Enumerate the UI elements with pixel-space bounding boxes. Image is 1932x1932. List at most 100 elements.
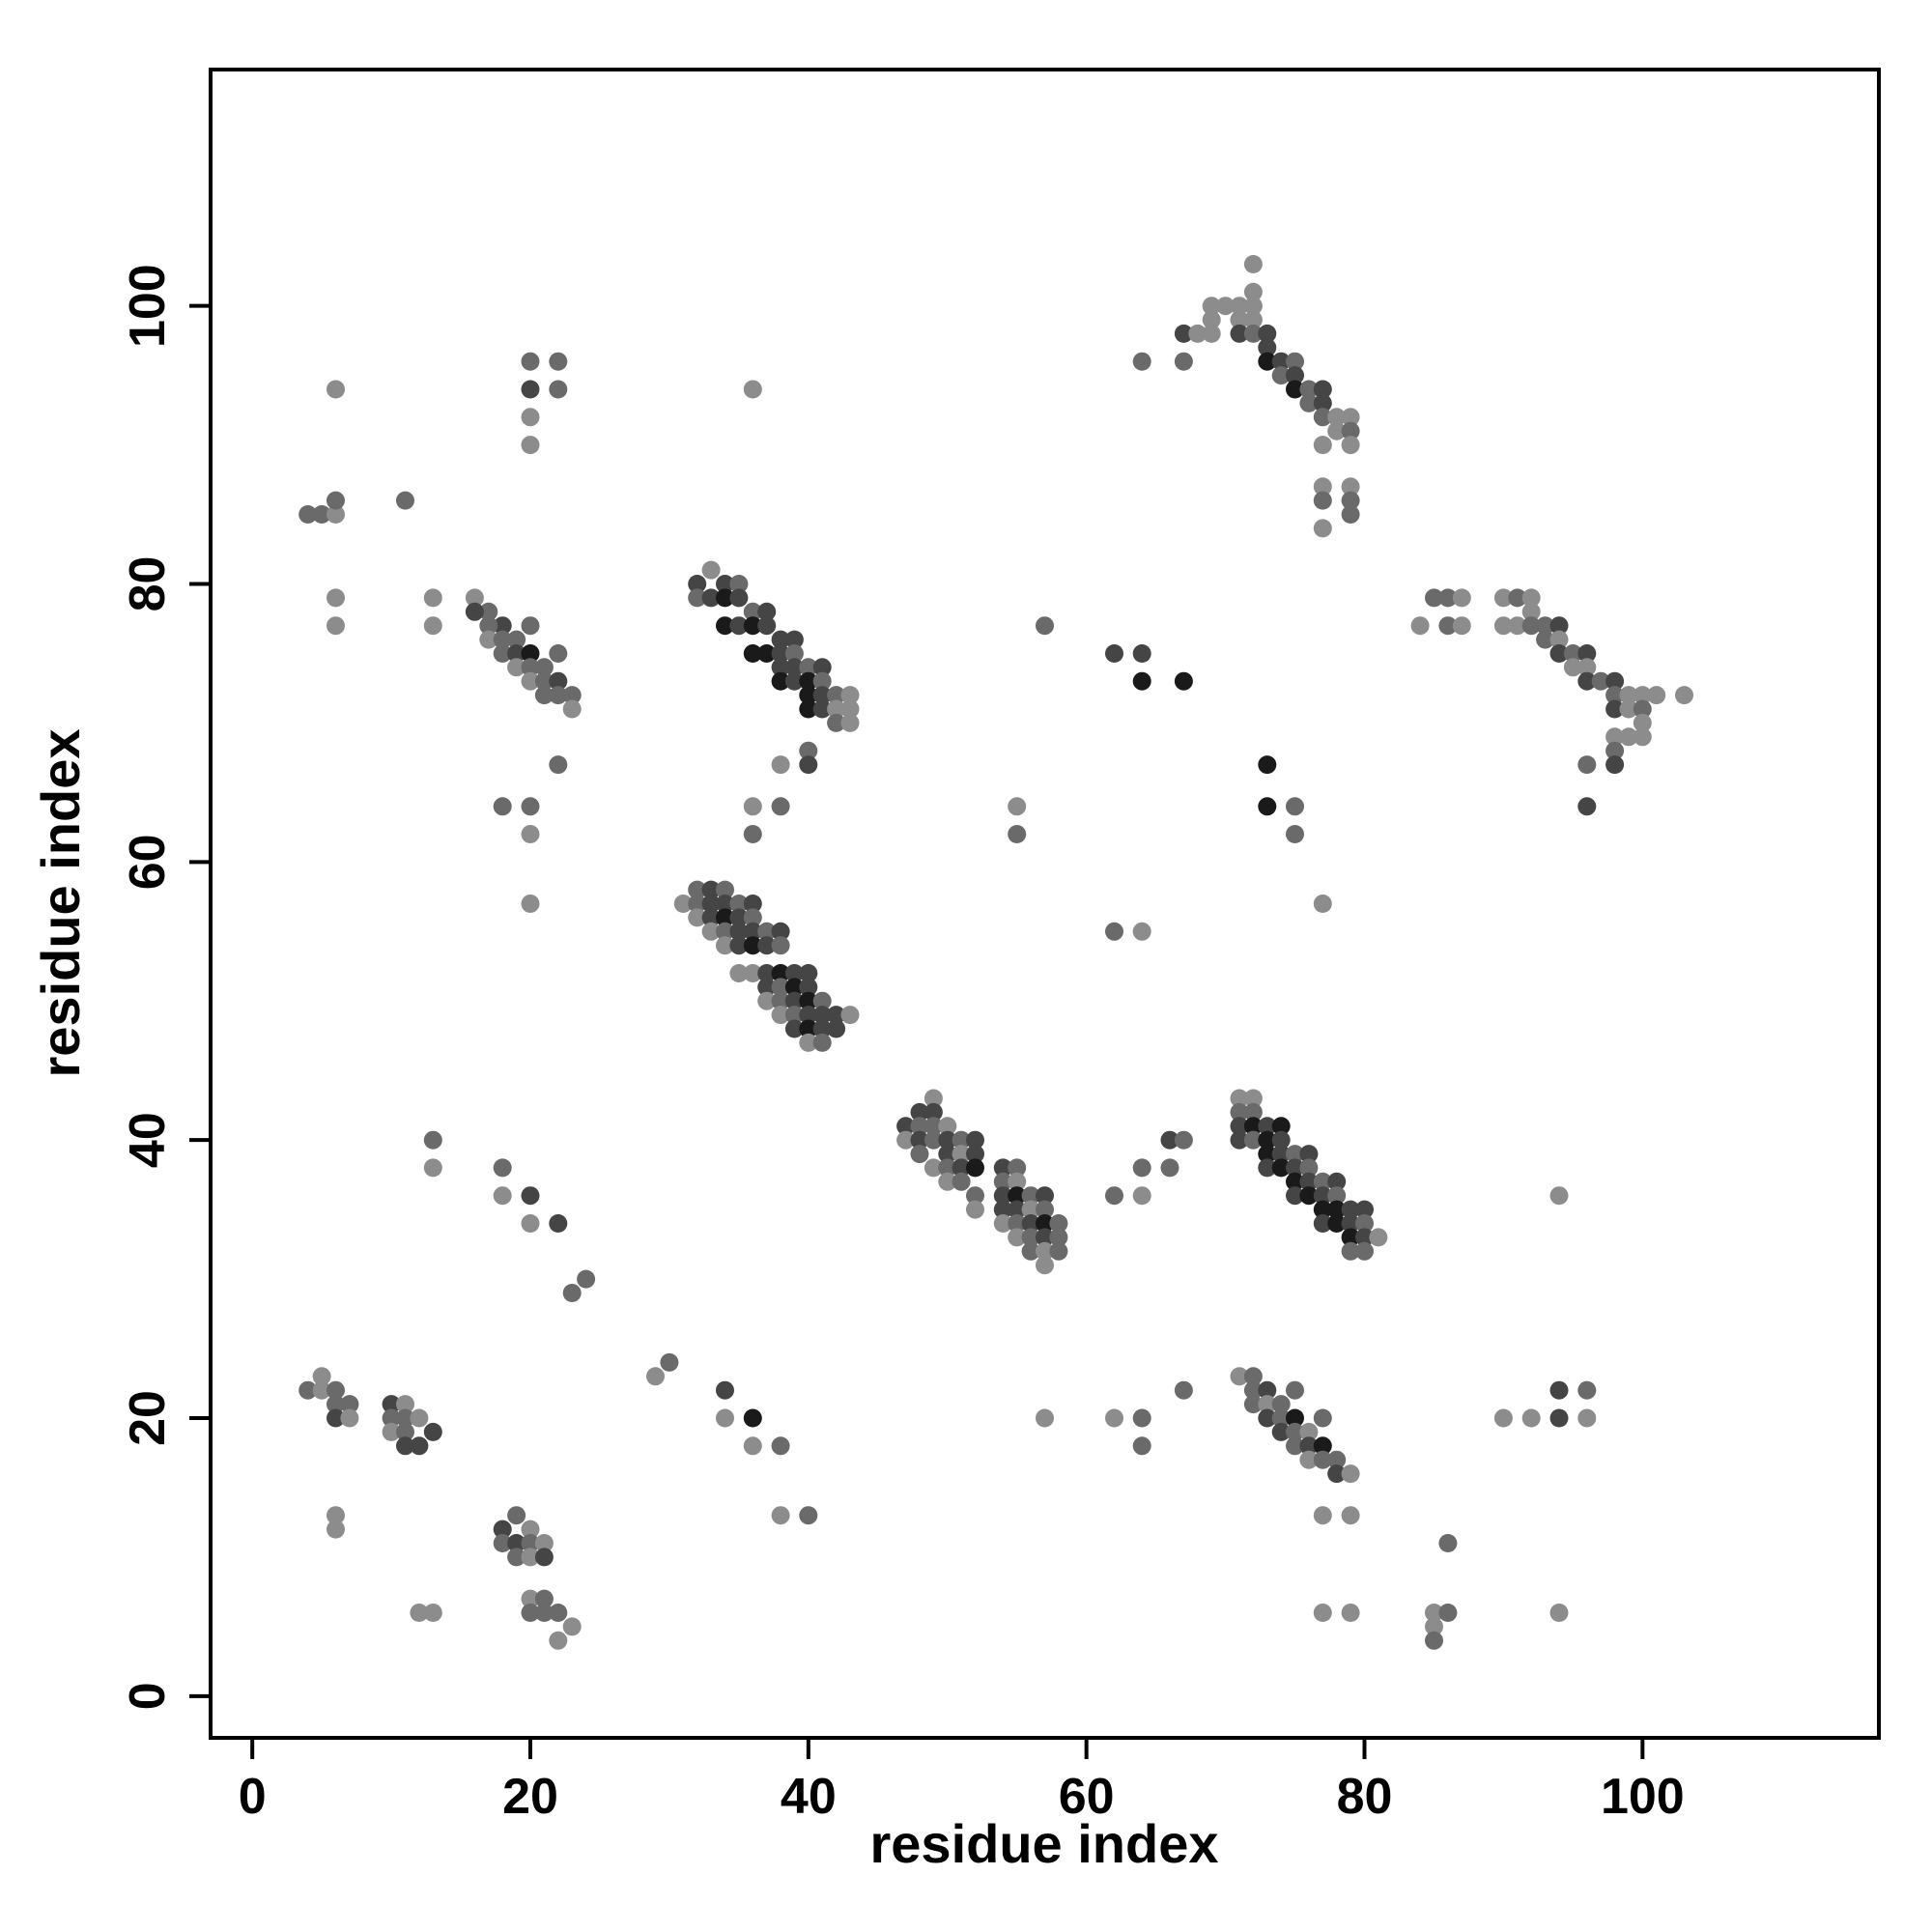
data-point xyxy=(1008,1200,1027,1219)
data-point xyxy=(1036,1408,1054,1428)
data-point xyxy=(799,671,818,691)
data-point xyxy=(1049,1214,1068,1233)
data-point xyxy=(1563,644,1582,663)
data-point xyxy=(1605,699,1625,719)
data-point xyxy=(1271,1158,1291,1178)
data-point xyxy=(729,616,749,636)
data-point xyxy=(493,1158,512,1178)
data-point xyxy=(1174,324,1193,343)
data-point xyxy=(784,630,804,649)
data-point xyxy=(521,436,540,455)
data-point xyxy=(1341,421,1360,440)
data-point xyxy=(1132,1158,1151,1178)
data-point xyxy=(1299,1436,1319,1456)
data-point xyxy=(1355,1241,1374,1261)
data-point xyxy=(1243,297,1263,316)
data-point xyxy=(1286,1436,1304,1456)
data-point xyxy=(1132,644,1151,663)
data-point xyxy=(1286,1186,1304,1206)
data-point xyxy=(396,1422,414,1441)
data-point xyxy=(1258,1380,1277,1400)
data-point xyxy=(938,1145,957,1164)
data-point xyxy=(1549,1408,1569,1428)
data-point xyxy=(396,1436,414,1456)
data-point xyxy=(716,616,734,636)
data-point xyxy=(1008,1214,1027,1233)
x-tick-label: 40 xyxy=(781,1769,837,1825)
data-point xyxy=(923,1158,943,1178)
points-layer xyxy=(298,255,1693,1650)
data-point xyxy=(799,1006,818,1025)
data-point xyxy=(549,755,568,775)
plot-frame xyxy=(209,68,1881,1740)
data-point xyxy=(1271,1145,1291,1164)
data-point xyxy=(1036,1241,1054,1261)
data-point xyxy=(784,1006,804,1025)
data-point xyxy=(1258,797,1277,816)
y-tick-label: 0 xyxy=(120,1682,176,1710)
data-point xyxy=(799,755,818,775)
data-point xyxy=(1271,1117,1291,1136)
data-point xyxy=(1021,1186,1040,1206)
x-axis-title: residue index xyxy=(869,1813,1218,1874)
data-point xyxy=(771,658,790,677)
data-point xyxy=(549,1631,568,1650)
data-point xyxy=(549,686,568,705)
data-point xyxy=(507,1534,526,1552)
data-point xyxy=(1105,1186,1123,1206)
data-point xyxy=(1243,1380,1263,1400)
data-point xyxy=(1619,727,1638,747)
data-point xyxy=(771,671,790,691)
data-point xyxy=(549,352,568,371)
data-point xyxy=(1633,686,1652,705)
data-point xyxy=(757,922,777,941)
y-tick-label: 40 xyxy=(120,1112,176,1168)
data-point xyxy=(410,1604,429,1622)
data-point xyxy=(729,936,749,955)
data-point xyxy=(1452,616,1471,636)
data-point xyxy=(577,1269,596,1289)
data-point xyxy=(1174,352,1193,371)
data-point xyxy=(493,1186,512,1206)
data-point xyxy=(1286,1380,1304,1400)
data-point xyxy=(1341,1241,1360,1261)
data-point xyxy=(757,978,777,997)
data-point xyxy=(1243,1117,1263,1136)
data-point xyxy=(771,644,790,663)
data-point xyxy=(1036,1228,1054,1247)
data-point xyxy=(1271,1395,1291,1414)
data-point xyxy=(1591,671,1610,691)
data-point xyxy=(382,1422,401,1441)
data-point xyxy=(1327,421,1347,440)
data-point xyxy=(1577,755,1597,775)
data-point xyxy=(729,895,749,913)
data-point xyxy=(1271,1130,1291,1150)
data-point xyxy=(410,1436,429,1456)
data-point xyxy=(1049,1241,1068,1261)
data-point xyxy=(1160,1130,1179,1150)
data-point xyxy=(771,978,790,997)
data-point xyxy=(1174,1380,1193,1400)
y-axis: 0 20 40 60 80 100 xyxy=(120,264,211,1710)
data-point xyxy=(910,1117,929,1136)
data-point xyxy=(1299,393,1319,412)
data-point xyxy=(493,616,512,636)
data-point xyxy=(423,1130,442,1150)
data-point xyxy=(1243,282,1263,301)
data-point xyxy=(938,1117,957,1136)
data-point xyxy=(771,630,790,649)
data-point xyxy=(688,575,707,593)
data-point xyxy=(1188,324,1208,343)
data-point xyxy=(1410,616,1430,636)
data-point xyxy=(327,1506,345,1525)
data-point xyxy=(1355,1228,1374,1247)
data-point xyxy=(549,380,568,399)
data-point xyxy=(312,1367,331,1386)
data-point xyxy=(1327,408,1347,427)
data-point xyxy=(1577,658,1597,677)
data-point xyxy=(1258,755,1277,775)
data-point xyxy=(1577,797,1597,816)
data-point xyxy=(1243,1395,1263,1414)
data-point xyxy=(799,1033,818,1052)
data-point xyxy=(1549,630,1569,649)
